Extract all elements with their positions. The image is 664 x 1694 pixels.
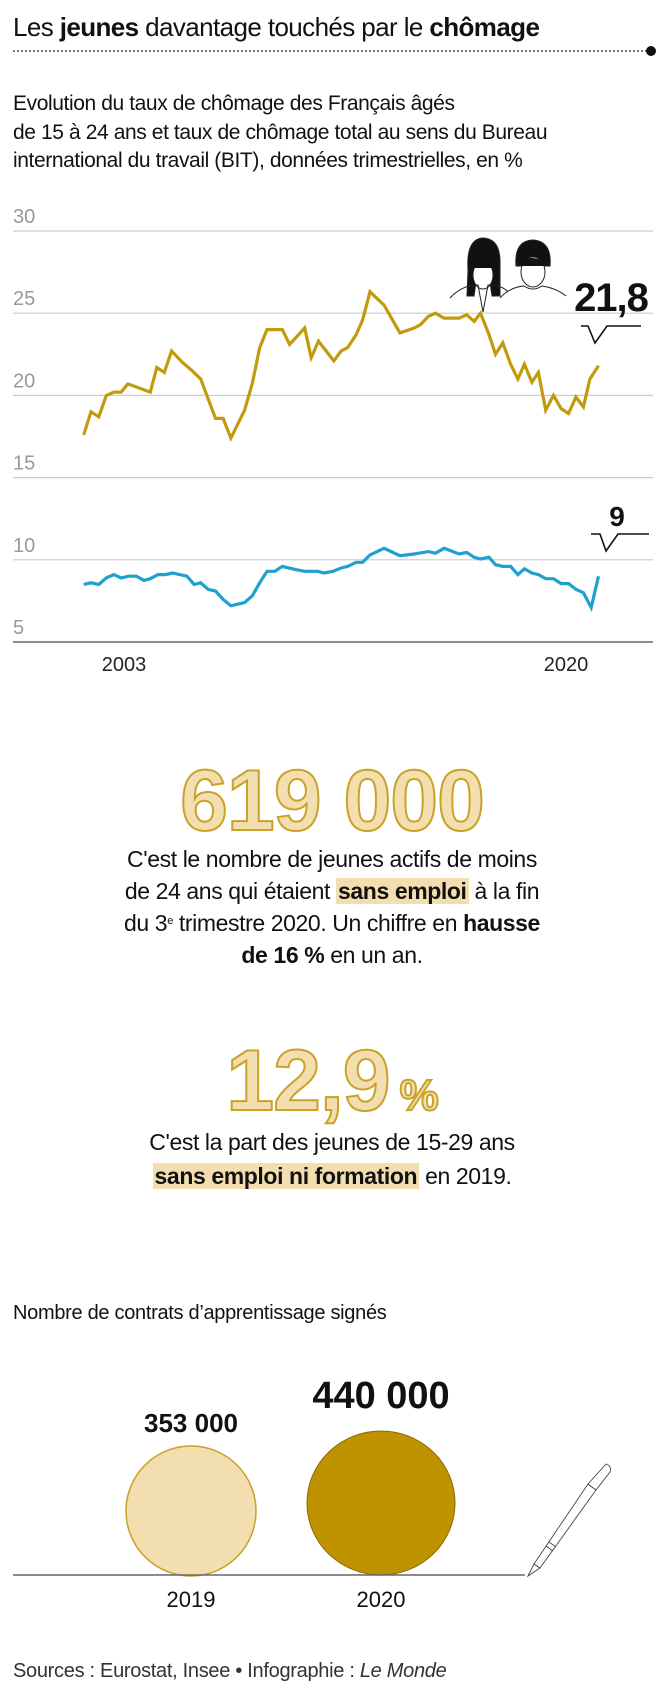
text: de 24 ans qui étaient xyxy=(124,878,337,904)
text: du 3 xyxy=(124,910,168,936)
title-text: davantage touchés par le xyxy=(138,12,430,42)
stat-young-unemployed-value: 619 000 xyxy=(179,752,486,850)
contracts-title: Nombre de contrats d’apprentissage signé… xyxy=(13,1302,387,1324)
young-man-icon xyxy=(499,239,567,299)
stat-neet-value: 12,9 xyxy=(225,1032,391,1130)
text: C'est la part des jeunes de 15-29 ans xyxy=(149,1129,515,1155)
y-tick-label: 30 xyxy=(13,206,35,228)
bubble-2020 xyxy=(306,1430,456,1576)
young-woman-icon xyxy=(449,237,509,313)
bubble-2019 xyxy=(125,1445,257,1577)
text: en un an. xyxy=(324,942,423,968)
year-2019: 2019 xyxy=(166,1587,216,1612)
y-tick-label: 15 xyxy=(13,453,35,475)
series-line-total xyxy=(83,546,601,613)
fountain-pen-icon xyxy=(526,1463,611,1578)
subtitle-line: Evolution du taux de chômage des Françai… xyxy=(13,92,455,115)
contracts-bubble-chart xyxy=(13,1430,611,1578)
subtitle-line: de 15 à 24 ans et taux de chômage total … xyxy=(13,120,548,144)
title-bold-jeunes: jeunes xyxy=(59,12,139,42)
title-divider xyxy=(13,50,651,52)
total-end-label: 9 xyxy=(609,501,625,532)
value-2019: 353 000 xyxy=(144,1408,238,1438)
y-tick-label: 25 xyxy=(13,288,35,310)
unemployment-line-chart: 30 25 20 15 10 5 2003 2020 21,8 9 xyxy=(13,206,653,676)
x-tick-label: 2020 xyxy=(544,654,589,676)
highlight-sans-emploi: sans emploi xyxy=(336,878,469,904)
text: à la fin xyxy=(468,878,540,904)
page-title: Les jeunes davantage touchés par le chôm… xyxy=(13,12,540,43)
superscript: e xyxy=(167,915,173,927)
year-2020: 2020 xyxy=(356,1587,406,1612)
y-tick-label: 10 xyxy=(13,535,35,557)
y-tick-label: 5 xyxy=(13,617,24,639)
youth-end-label: 21,8 xyxy=(574,276,649,320)
title-bold-chomage: chômage xyxy=(429,12,540,42)
title-text: Les xyxy=(13,12,60,42)
bold-hausse: hausse xyxy=(463,910,540,936)
chart-subtitle: Evolution du taux de chômage des Françai… xyxy=(13,90,548,176)
bold-percent: de 16 % xyxy=(241,942,325,968)
credit-brand: Le Monde xyxy=(359,1660,447,1682)
sources: Sources : Eurostat, Insee xyxy=(13,1660,231,1682)
credit: Infographie : xyxy=(247,1660,360,1682)
percent-sign: % xyxy=(399,1070,440,1121)
separator: • xyxy=(235,1660,243,1682)
divider-dot xyxy=(646,46,656,56)
text: trimestre 2020. Un chiffre en xyxy=(172,910,464,936)
x-tick-label: 2003 xyxy=(102,654,147,676)
stat-neet-share: 12,9% xyxy=(0,1032,664,1131)
text: C'est le nombre de jeunes actifs de moin… xyxy=(127,846,537,872)
value-2020: 440 000 xyxy=(312,1375,450,1417)
y-tick-label: 20 xyxy=(13,370,35,392)
stat-neet-text: C'est la part des jeunes de 15-29 ans sa… xyxy=(0,1125,664,1193)
callout-mark xyxy=(591,533,649,553)
callout-mark xyxy=(581,325,641,345)
stat-young-unemployed-text: C'est le nombre de jeunes actifs de moin… xyxy=(0,843,664,971)
highlight-neet: sans emploi ni formation xyxy=(152,1163,420,1189)
subtitle-line: international du travail (BIT), données … xyxy=(13,149,523,172)
text: en 2019. xyxy=(419,1163,512,1189)
footer-credits: Sources : Eurostat, Insee • Infographie … xyxy=(13,1660,447,1683)
